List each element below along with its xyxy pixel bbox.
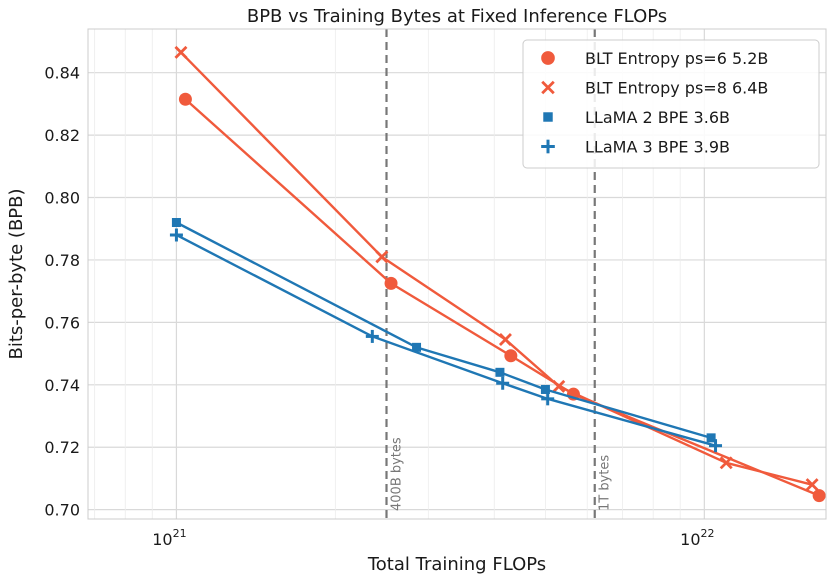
data-point-plus — [541, 392, 555, 406]
y-tick-label: 0.78 — [44, 251, 80, 270]
legend-entry: LLaMA 2 BPE 3.6B — [543, 108, 730, 127]
legend-label: LLaMA 3 BPE 3.9B — [585, 138, 730, 157]
y-tick-label: 0.80 — [44, 189, 80, 208]
data-point-x — [174, 45, 188, 59]
legend-label: BLT Entropy ps=8 6.4B — [585, 79, 768, 98]
data-point-square — [171, 218, 181, 228]
legend-entry: LLaMA 3 BPE 3.9B — [541, 138, 730, 157]
x-marker-stroke — [541, 80, 555, 95]
legend-entry: BLT Entropy ps=8 6.4B — [541, 79, 768, 98]
series-group — [169, 228, 723, 453]
data-point-square — [540, 384, 550, 394]
legend-box — [522, 39, 820, 169]
y-axis-label: Bits-per-byte (BPB) — [6, 188, 27, 359]
data-point-x — [552, 379, 566, 393]
legend-label: LLaMA 2 BPE 3.6B — [585, 108, 730, 127]
x-marker-stroke — [375, 250, 389, 264]
data-point-circle — [541, 51, 555, 65]
legend: BLT Entropy ps=6 5.2B BLT Entropy ps=8 6.… — [522, 39, 820, 169]
x-marker-stroke — [174, 45, 188, 59]
data-point-square — [706, 433, 716, 443]
data-point-square — [495, 367, 505, 377]
data-point-circle — [504, 349, 518, 363]
data-point-circle — [178, 92, 192, 106]
grid — [88, 29, 826, 519]
x-tick-exponent: 22 — [701, 527, 715, 540]
data-series — [169, 45, 826, 503]
x-marker-stroke — [552, 379, 566, 393]
y-tick-label: 0.76 — [44, 313, 80, 332]
y-tick-label: 0.82 — [44, 126, 80, 145]
data-point-circle — [812, 489, 826, 503]
legend-label: BLT Entropy ps=6 5.2B — [585, 49, 768, 68]
data-point-x — [805, 478, 819, 492]
series-group — [174, 45, 819, 492]
data-point-plus — [541, 139, 555, 154]
y-tick-label: 0.70 — [44, 501, 80, 520]
chart-title: BPB vs Training Bytes at Fixed Inference… — [247, 6, 667, 27]
data-point-x — [541, 80, 555, 95]
x-axis-label: Total Training FLOPs — [367, 554, 546, 575]
y-tick-label: 0.72 — [44, 438, 80, 457]
data-point-x — [498, 333, 512, 347]
series-group — [171, 218, 716, 443]
legend-entry: BLT Entropy ps=6 5.2B — [541, 49, 768, 68]
data-point-square — [543, 112, 553, 122]
x-marker-stroke — [805, 478, 819, 492]
data-point-square — [412, 342, 422, 352]
x-marker-stroke — [498, 333, 512, 347]
y-tick-label: 0.84 — [44, 64, 80, 83]
data-point-x — [375, 250, 389, 264]
data-point-plus — [365, 329, 379, 343]
x-marker-stroke — [719, 456, 733, 470]
plot-frame — [87, 28, 827, 520]
data-point-plus — [709, 439, 723, 453]
data-point-x — [719, 456, 733, 470]
data-point-plus — [496, 376, 510, 390]
x-tick-exponent: 21 — [173, 527, 187, 540]
vertical-line-label: 1T bytes — [598, 455, 613, 511]
series-line — [180, 51, 813, 486]
data-point-plus — [169, 228, 183, 242]
y-tick-label: 0.74 — [44, 376, 80, 395]
vertical-line-label: 400B bytes — [390, 437, 405, 511]
data-point-circle — [384, 276, 398, 290]
